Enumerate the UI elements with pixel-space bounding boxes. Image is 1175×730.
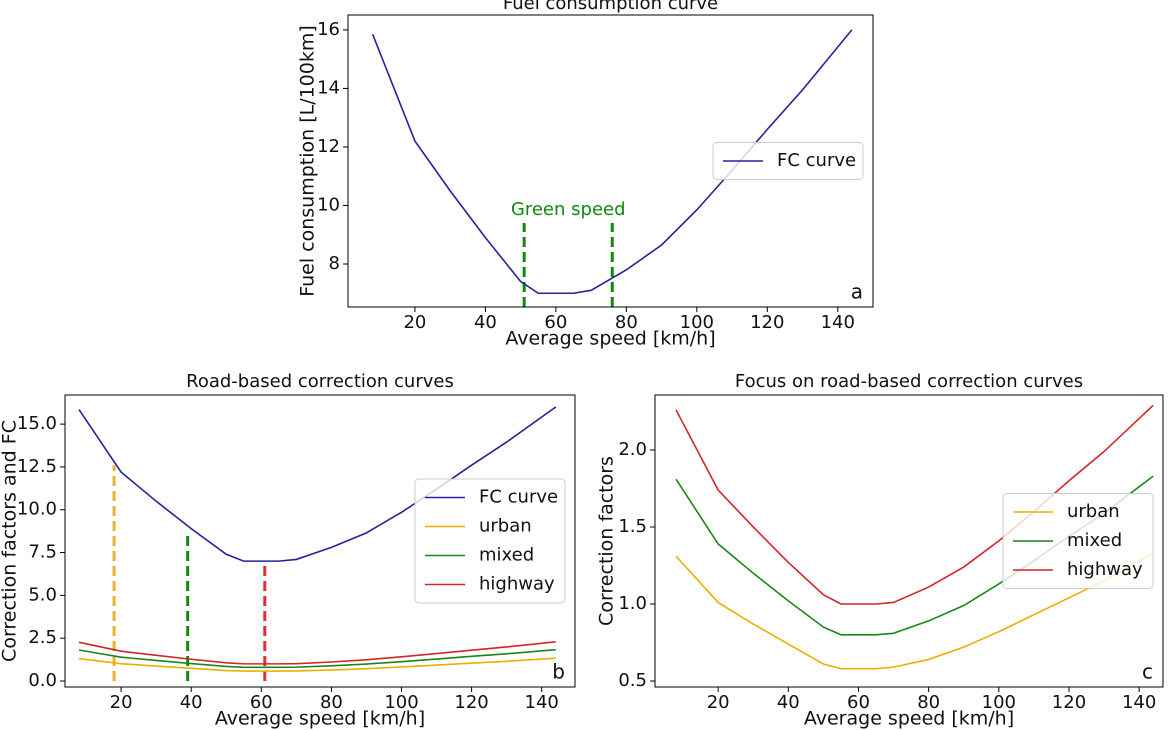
legend-label: FC curve [777, 150, 856, 171]
x-tick-label: 140 [1122, 692, 1156, 713]
x-tick-label: 120 [750, 312, 784, 333]
x-tick-label: 40 [474, 312, 497, 333]
x-axis-label: Average speed [km/h] [215, 708, 425, 730]
x-tick-label: 40 [777, 692, 800, 713]
x-tick-label: 100 [384, 692, 418, 713]
y-tick-label: 10.0 [17, 499, 57, 520]
y-tick-label: 14 [317, 77, 340, 98]
x-tick-label: 60 [847, 692, 870, 713]
x-tick-label: 80 [917, 692, 940, 713]
y-tick-label: 1.0 [618, 593, 647, 614]
x-tick-label: 100 [982, 692, 1016, 713]
x-tick-label: 60 [250, 692, 273, 713]
legend-label: mixed [479, 545, 534, 566]
x-axis-label: Average speed [km/h] [804, 708, 1014, 730]
legend-label: urban [1067, 501, 1120, 522]
x-tick-label: 80 [320, 692, 343, 713]
legend-label: urban [479, 516, 532, 537]
x-tick-label: 120 [454, 692, 488, 713]
panel-label: a [851, 280, 863, 304]
y-tick-label: 7.5 [28, 542, 57, 563]
line-series [78, 406, 557, 562]
y-tick-label: 12 [317, 136, 340, 157]
y-tick-label: 16 [317, 19, 340, 40]
plot-frame [347, 14, 874, 308]
y-tick-label: 5.0 [28, 584, 57, 605]
legend-box [1002, 493, 1154, 589]
line-series [675, 552, 1154, 670]
chart-title: Road-based correction curves [186, 371, 454, 392]
y-axis-label: Fuel consumption [L/100km] [297, 25, 319, 297]
legend-label: highway [1067, 559, 1143, 580]
y-tick-label: 0.5 [618, 670, 647, 691]
x-tick-label: 40 [180, 692, 203, 713]
annotation: Green speed [511, 199, 626, 220]
y-tick-label: 12.5 [17, 456, 57, 477]
y-tick-label: 1.5 [618, 516, 647, 537]
y-tick-label: 2.5 [28, 627, 57, 648]
y-axis-label: Correction factors and FC [0, 420, 21, 662]
y-tick-label: 8 [329, 253, 340, 274]
line-series [78, 648, 556, 669]
legend-label: highway [479, 574, 555, 595]
x-tick-label: 100 [680, 312, 714, 333]
x-tick-label: 20 [403, 312, 426, 333]
plot-frame [654, 394, 1164, 688]
legend-label: FC curve [479, 487, 558, 508]
x-tick-label: 20 [110, 692, 133, 713]
x-tick-label: 20 [707, 692, 730, 713]
y-tick-label: 15.0 [17, 413, 57, 434]
chart-title: Fuel consumption curve [503, 0, 718, 14]
y-tick-label: 0.0 [28, 670, 57, 691]
y-tick-label: 2.0 [618, 439, 647, 460]
x-tick-label: 140 [525, 692, 559, 713]
legend-label: mixed [1067, 530, 1122, 551]
line-series [78, 657, 556, 672]
x-tick-label: 60 [544, 312, 567, 333]
plot-frame [64, 394, 576, 688]
legend-box [712, 142, 864, 180]
legend-box [414, 478, 566, 604]
x-axis-label: Average speed [km/h] [505, 328, 715, 350]
line-series [78, 640, 556, 665]
x-tick-label: 120 [1052, 692, 1086, 713]
x-tick-label: 80 [615, 312, 638, 333]
panel-label: b [552, 660, 565, 684]
panel-label: c [1142, 660, 1153, 684]
y-axis-label: Correction factors [596, 456, 618, 626]
x-tick-label: 140 [821, 312, 855, 333]
y-tick-label: 10 [317, 194, 340, 215]
chart-title: Focus on road-based correction curves [735, 371, 1083, 392]
